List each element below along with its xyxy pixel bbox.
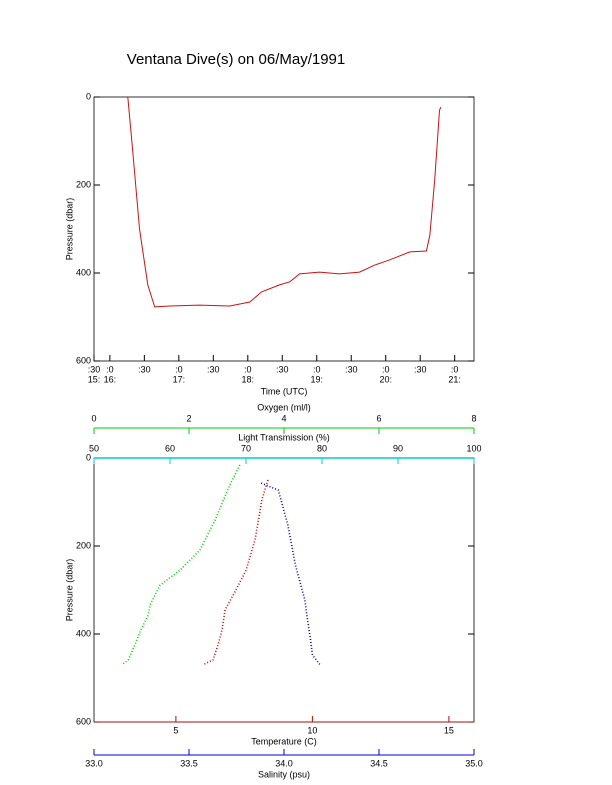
- x-hour-label: 16:: [104, 374, 117, 384]
- y-tick-label: 0: [86, 452, 91, 462]
- x-tick-label: 15: [444, 725, 454, 735]
- x-tick-label: 35.0: [465, 758, 483, 768]
- x-tick-label: 5: [173, 725, 178, 735]
- pressure-line: [127, 96, 442, 308]
- x-hour-label: 15:: [88, 374, 101, 384]
- plot-frame: [93, 96, 475, 362]
- y-tick-label: 400: [76, 267, 91, 277]
- x-tick-label: :30: [207, 364, 220, 374]
- x-tick-label: 4: [281, 413, 286, 423]
- x-tick-label: 2: [186, 413, 191, 423]
- x-tick-label: :0: [313, 364, 321, 374]
- x-tick-label: 50: [89, 443, 99, 453]
- x-hour-label: 18:: [242, 374, 255, 384]
- y-axis-label: Pressure (dbar): [64, 198, 74, 261]
- y-axis-label: Pressure (dbar): [64, 559, 74, 622]
- x-axis-label: Oxygen (ml/l): [257, 402, 311, 412]
- y-tick-label: 400: [76, 628, 91, 638]
- x-axis-label: Salinity (psu): [258, 769, 310, 779]
- profile-line: [121, 464, 241, 666]
- x-tick-label: 33.0: [85, 758, 103, 768]
- x-tick-label: 60: [165, 443, 175, 453]
- x-tick-label: :30: [414, 364, 427, 374]
- y-tick-label: 200: [76, 179, 91, 189]
- x-tick-label: :0: [451, 364, 459, 374]
- y-tick-label: 200: [76, 540, 91, 550]
- profile-line: [202, 479, 269, 666]
- x-tick-label: 34.0: [275, 758, 293, 768]
- x-tick-label: :0: [244, 364, 252, 374]
- x-tick-label: :0: [175, 364, 183, 374]
- x-tick-label: 8: [471, 413, 476, 423]
- x-tick-label: 6: [376, 413, 381, 423]
- x-tick-label: :0: [106, 364, 114, 374]
- x-tick-label: 33.5: [180, 758, 198, 768]
- x-tick-label: 90: [393, 443, 403, 453]
- x-tick-label: 10: [307, 725, 317, 735]
- x-tick-label: :30: [345, 364, 358, 374]
- x-hour-label: 21:: [448, 374, 461, 384]
- plot-frame: [93, 457, 475, 723]
- x-axis-label: Temperature (C): [251, 736, 317, 746]
- y-tick-label: 600: [76, 716, 91, 726]
- y-tick-label: 600: [76, 355, 91, 365]
- x-hour-label: 19:: [311, 374, 324, 384]
- x-hour-label: 17:: [173, 374, 186, 384]
- profile-line: [260, 482, 321, 666]
- x-tick-label: 0: [91, 413, 96, 423]
- x-tick-label: 34.5: [370, 758, 388, 768]
- x-tick-label: :30: [88, 364, 101, 374]
- x-axis-label: Time (UTC): [261, 386, 308, 396]
- x-axis-label: Light Transmission (%): [238, 432, 330, 442]
- x-tick-label: 100: [466, 443, 481, 453]
- x-tick-label: :30: [138, 364, 151, 374]
- x-tick-label: :30: [276, 364, 289, 374]
- x-tick-label: :0: [382, 364, 390, 374]
- x-tick-label: 70: [241, 443, 251, 453]
- x-hour-label: 20:: [379, 374, 392, 384]
- y-tick-label: 0: [86, 91, 91, 101]
- chart-title: Ventana Dive(s) on 06/May/1991: [127, 51, 345, 68]
- x-tick-label: 80: [317, 443, 327, 453]
